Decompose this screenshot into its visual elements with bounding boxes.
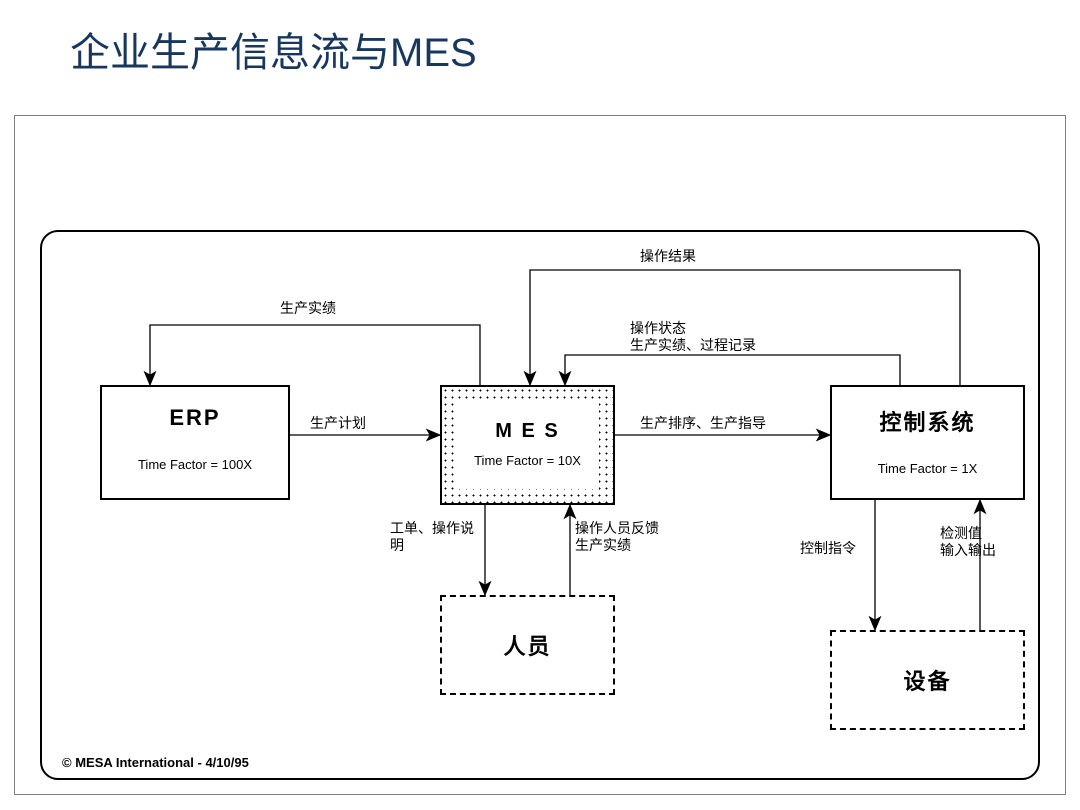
label-mes-to-personnel: 工单、操作说明 [390,520,474,554]
node-equipment-label: 设备 [903,664,951,696]
node-mes-label: M E S [460,420,595,443]
label-control-to-mes-2: 操作结果 [640,248,696,265]
label-control-to-mes-1: 操作状态生产实绩、过程记录 [630,320,756,354]
label-mes-to-control: 生产排序、生产指导 [640,415,766,432]
node-control-label: 控制系统 [832,405,1023,437]
node-erp-label: ERP [102,405,288,431]
node-erp-sub: Time Factor = 100X [102,457,288,472]
label-mes-to-erp: 生产实绩 [280,300,336,317]
copyright: © MESA International - 4/10/95 [62,755,249,770]
node-control: 控制系统 Time Factor = 1X [830,385,1025,500]
label-equip-to-control: 检测值输入输出 [940,525,996,559]
node-personnel-label: 人员 [503,629,551,661]
label-erp-to-mes: 生产计划 [310,415,366,432]
node-erp: ERP Time Factor = 100X [100,385,290,500]
node-equipment: 设备 [830,630,1025,730]
label-control-to-equip: 控制指令 [800,540,856,557]
node-mes: M E S Time Factor = 10X [440,385,615,505]
node-control-sub: Time Factor = 1X [832,461,1023,476]
node-personnel: 人员 [440,595,615,695]
label-personnel-to-mes: 操作人员反馈生产实绩 [575,520,659,554]
node-mes-sub: Time Factor = 10X [460,453,595,468]
slide-title: 企业生产信息流与MES [70,20,477,78]
